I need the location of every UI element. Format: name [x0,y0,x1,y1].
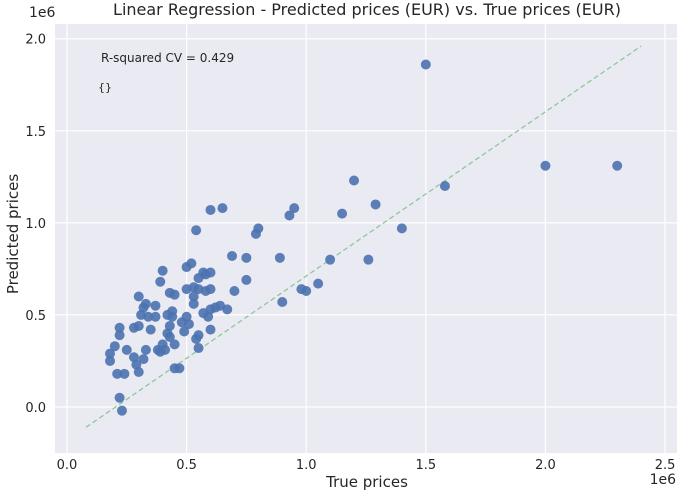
x-tick-label: 0.0 [57,458,78,473]
scatter-point [114,392,125,403]
scatter-point [179,326,190,337]
scatter-point [183,319,194,330]
scatter-point [227,250,238,261]
scatter-point [169,339,180,350]
scatter-point [133,366,144,377]
scatter-point [205,324,216,335]
scatter-point [164,332,175,343]
scatter-point [143,311,154,322]
y-tick-label: 1.5 [25,125,46,140]
scatter-point [105,348,116,359]
scatter-point [241,274,252,285]
y-axis-offset-label: 1e6 [29,5,56,21]
x-tick-label: 1.5 [415,458,436,473]
x-axis-offset-label: 1e6 [650,472,677,488]
scatter-point [349,175,360,186]
scatter-point [160,344,171,355]
scatter-point [217,203,228,214]
scatter-point [119,368,130,379]
scatter-point [193,330,204,341]
scatter-point [289,203,300,214]
scatter-point [150,311,161,322]
y-tick-label: 0.5 [25,309,46,324]
scatter-point [121,344,132,355]
scatter-point [205,204,216,215]
scatter-point [174,363,185,374]
scatter-point [222,304,233,315]
scatter-point [188,291,199,302]
scatter-point [109,341,120,352]
scatter-point [420,59,431,70]
y-axis-label: Predicted prices [4,174,22,295]
tick-labels: 0.0 0.5 1.0 1.5 2.0 2.5 0.0 0.5 1.0 1.5 2.0 [25,33,675,473]
scatter-point [205,284,216,295]
y-tick-label: 2.0 [25,33,46,48]
x-tick-label: 0.5 [176,458,197,473]
scatter-point [145,324,156,335]
scatter-point [133,291,144,302]
braces-annotation: {} [98,81,112,94]
scatter-point [114,330,125,341]
scatter-point [277,297,288,308]
scatter-point [193,343,204,354]
scatter-point [370,199,381,210]
scatter-point [241,252,252,263]
scatter-point [396,223,407,234]
y-tick-label: 0.0 [25,401,46,416]
scatter-point [253,223,264,234]
scatter-point [133,320,144,331]
scatter-point [169,289,180,300]
scatter-point [337,208,348,219]
scatter-point [325,254,336,265]
scatter-point [191,225,202,236]
scatter-point [140,344,151,355]
scatter-point [363,254,374,265]
scatter-point [157,265,168,276]
data-points [105,59,623,416]
scatter-point [167,306,178,317]
scatter-point [150,300,161,311]
scatter-point [116,405,127,416]
x-axis-label: True prices [325,473,408,491]
scatter-point [439,181,450,192]
scatter-point [540,160,551,171]
scatter-point [155,276,166,287]
scatter-point [186,258,197,269]
scatter-point [284,210,295,221]
scatter-point [205,267,216,278]
scatter-point [229,285,240,296]
scatter-point [274,252,285,263]
scatter-point [112,368,123,379]
x-tick-label: 1.0 [296,458,317,473]
scatter-point [188,298,199,309]
grid [55,24,677,453]
scatter-point [140,298,151,309]
scatter-point [138,354,149,365]
scatter-point [612,160,623,171]
scatter-point [301,285,312,296]
scatter-point [114,322,125,333]
scatter-point [313,278,324,289]
y-tick-label: 1.0 [25,217,46,232]
r-squared-annotation: R-squared CV = 0.429 [101,51,234,65]
scatter-point [105,355,116,366]
x-tick-label: 2.5 [655,458,676,473]
scatter-point [164,320,175,331]
chart-title: Linear Regression - Predicted prices (EU… [113,0,621,19]
x-tick-label: 2.0 [535,458,556,473]
plot-area [55,24,677,453]
